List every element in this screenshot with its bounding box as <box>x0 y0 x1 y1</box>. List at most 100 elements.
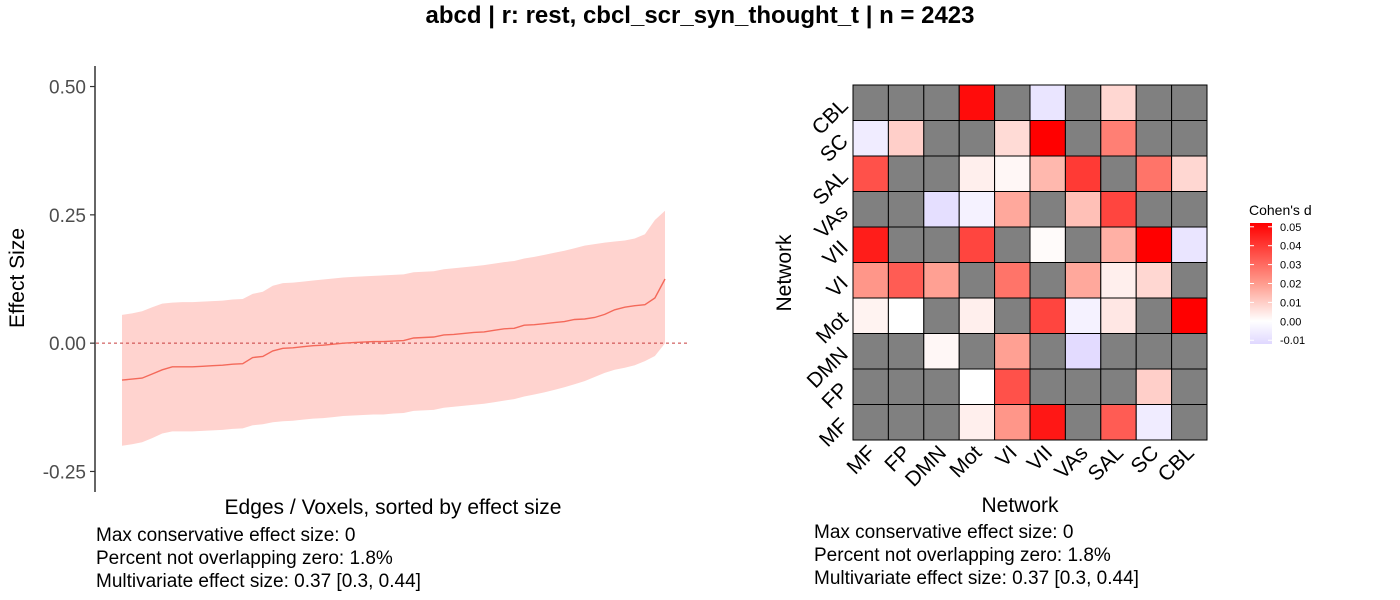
heatmap-cell <box>1171 155 1208 192</box>
heatmap-cell <box>1171 191 1208 228</box>
multivariate-effect-size: Multivariate effect size: 0.37 [0.3, 0.4… <box>96 571 421 592</box>
heatmap-cell <box>1064 368 1102 405</box>
heatmap-cell <box>994 368 1031 405</box>
heatmap-stats: Max conservative effect size: 0 Percent … <box>814 521 1139 590</box>
legend-tick-label: 0.03 <box>1280 260 1301 272</box>
heatmap-column-label: Mot <box>945 441 986 482</box>
heatmap-cell <box>852 120 889 157</box>
legend-colorbar <box>1250 223 1272 344</box>
heatmap-cell <box>994 262 1031 299</box>
heatmap-cell <box>887 297 925 334</box>
heatmap-cell <box>923 262 960 299</box>
heatmap-column-label: CBL <box>1154 441 1199 486</box>
heatmap-cell <box>1135 155 1173 192</box>
heatmap-cell <box>852 333 889 370</box>
heatmap-cell <box>1064 226 1102 263</box>
heatmap-cell <box>958 226 996 263</box>
heatmap-row-label: Mot <box>812 307 853 348</box>
heatmap-cell <box>1029 120 1066 157</box>
heatmap-cell <box>958 191 996 228</box>
heatmap-cell <box>1135 226 1173 263</box>
heatmap-column-label: SAL <box>1084 441 1128 485</box>
heatmap-column-label: DMN <box>901 441 951 491</box>
heatmap-cell <box>1064 191 1102 228</box>
heatmap-cell <box>1029 404 1066 441</box>
heatmap-cell <box>887 155 925 192</box>
heatmap-cell <box>994 191 1031 228</box>
heatmap-cell <box>852 84 889 121</box>
heatmap-cell <box>1171 84 1208 121</box>
heatmap-cell <box>887 333 925 370</box>
heatmap-cell <box>1135 368 1173 405</box>
heatmap-cell <box>1171 297 1208 334</box>
heatmap-cell <box>1064 155 1102 192</box>
heatmap-cell <box>1100 297 1137 334</box>
heatmap-cells <box>852 84 1208 441</box>
heatmap-cell <box>1171 404 1208 441</box>
legend-tick-labels: 0.05 0.04 0.03 0.02 0.01 0.00 -0.01 <box>1250 222 1305 347</box>
heatmap-cell <box>994 297 1031 334</box>
y-tick-label: -0.25 <box>43 462 86 483</box>
heatmap-cell <box>1064 84 1102 121</box>
heatmap-cell <box>923 155 960 192</box>
heatmap-cell <box>1064 297 1102 334</box>
effect-estimate-line <box>121 278 666 381</box>
legend-tick-label: 0.05 <box>1280 222 1301 234</box>
heatmap-cell <box>923 191 960 228</box>
heatmap-cell <box>1064 404 1102 441</box>
y-axis-title: Effect Size <box>6 228 29 328</box>
multivariate-effect-size: Multivariate effect size: 0.37 [0.3, 0.4… <box>814 568 1139 589</box>
heatmap-cell <box>1100 226 1137 263</box>
heatmap-cell <box>923 297 960 334</box>
heatmap-cell <box>958 368 996 405</box>
heatmap-cell <box>1100 84 1137 121</box>
legend-tick-label: 0.02 <box>1280 279 1301 291</box>
heatmap-cell <box>1100 404 1137 441</box>
heatmap-cell <box>1064 262 1102 299</box>
y-tick-label: 0.25 <box>49 206 86 227</box>
heatmap-cell <box>1171 333 1208 370</box>
heatmap-cell <box>923 120 960 157</box>
heatmap-row-label: CBL <box>808 94 853 139</box>
heatmap-cell <box>1135 262 1173 299</box>
legend-tick-label: 0.04 <box>1280 241 1301 253</box>
heatmap-cell <box>1135 404 1173 441</box>
heatmap-cell <box>1100 262 1137 299</box>
heatmap-cell <box>852 368 889 405</box>
heatmap-cell <box>1171 226 1208 263</box>
heatmap-cell <box>994 226 1031 263</box>
y-tick-label: 0.00 <box>49 334 86 355</box>
heatmap-cell <box>1100 191 1137 228</box>
heatmap-row-label: DMN <box>803 343 853 393</box>
heatmap-column-label: MF <box>843 441 881 479</box>
heatmap-cell <box>923 226 960 263</box>
heatmap-cell <box>1064 120 1102 157</box>
legend-tick-label: -0.01 <box>1280 335 1305 347</box>
heatmap-cell <box>923 404 960 441</box>
heatmap-cell <box>958 297 996 334</box>
heatmap-row-label: MF <box>815 414 853 452</box>
legend-title: Cohen's d <box>1249 202 1312 218</box>
heatmap-cell <box>958 84 996 121</box>
heatmap-cell <box>887 191 925 228</box>
heatmap-cell <box>1100 155 1137 192</box>
heatmap-cell <box>1029 155 1066 192</box>
legend-tick-label: 0.00 <box>1280 316 1301 328</box>
legend-tick-label: 0.01 <box>1280 297 1301 309</box>
heatmap-cell <box>1100 368 1137 405</box>
heatmap-cell <box>958 155 996 192</box>
heatmap-cell <box>994 84 1031 121</box>
color-legend: Cohen's d 0.05 0.04 0.03 0.02 0.01 0.00 -0.01 <box>1249 202 1312 347</box>
y-tick-label: 0.50 <box>49 78 86 99</box>
heatmap-cell <box>1135 333 1173 370</box>
page-title: abcd | r: rest, cbcl_scr_syn_thought_t |… <box>425 2 975 29</box>
heatmap-cell <box>958 333 996 370</box>
heatmap-cell <box>994 120 1031 157</box>
heatmap-cell <box>923 333 960 370</box>
heatmap-cell <box>1100 333 1137 370</box>
max-conservative-effect: Max conservative effect size: 0 <box>96 525 356 546</box>
x-axis-title: Edges / Voxels, sorted by effect size <box>225 496 562 519</box>
